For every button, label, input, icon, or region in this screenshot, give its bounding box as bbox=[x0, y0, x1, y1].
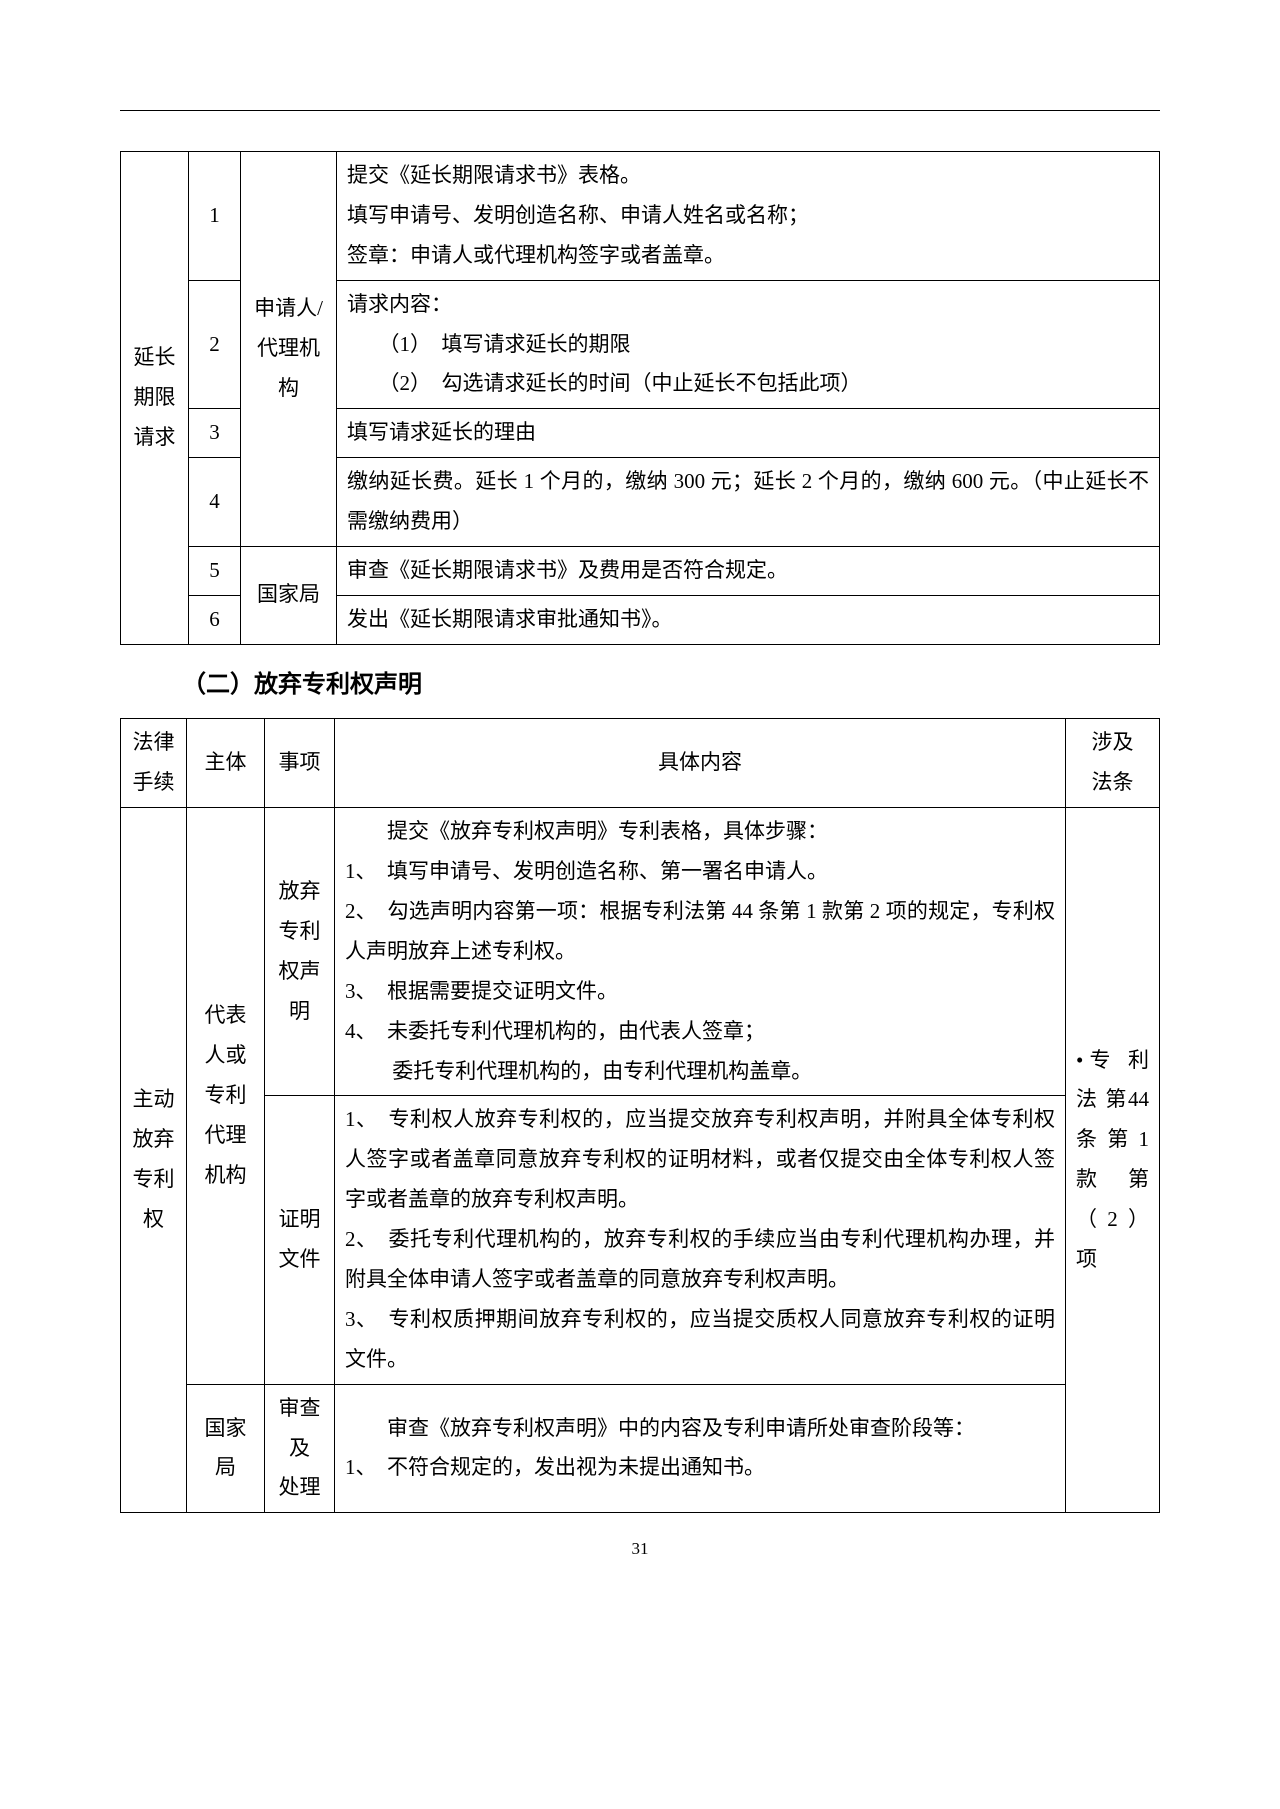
cell-no: 6 bbox=[189, 595, 241, 644]
cell-item: 放弃 专利 权声 明 bbox=[265, 808, 335, 1096]
cell-text: 审查《延长期限请求书》及费用是否符合规定。 bbox=[337, 547, 1160, 596]
table-abandon-patent: 法律 手续 主体 事项 具体内容 涉及 法条 主动 放弃 专利 权 代表 人或 … bbox=[120, 718, 1160, 1513]
cell-text: 1、 专利权人放弃专利权的，应当提交放弃专利权声明，并附具全体专利权人签字或者盖… bbox=[335, 1096, 1066, 1384]
cell-no: 4 bbox=[189, 458, 241, 547]
table-row: 证明 文件 1、 专利权人放弃专利权的，应当提交放弃专利权声明，并附具全体专利权… bbox=[121, 1096, 1160, 1384]
cell-actor-bureau: 国家局 bbox=[241, 547, 337, 645]
th: 涉及 法条 bbox=[1066, 719, 1160, 808]
cell-actor: 国家 局 bbox=[187, 1384, 265, 1513]
cell-item: 证明 文件 bbox=[265, 1096, 335, 1384]
th: 事项 bbox=[265, 719, 335, 808]
table-header-row: 法律 手续 主体 事项 具体内容 涉及 法条 bbox=[121, 719, 1160, 808]
cell-law: •专 利法 第44 条 第 1 款第（2）项 bbox=[1066, 808, 1160, 1513]
cell-no: 2 bbox=[189, 280, 241, 409]
cell-no: 3 bbox=[189, 409, 241, 458]
table-extension-request: 延长 期限 请求 1 申请人/ 代理机 构 提交《延长期限请求书》表格。 填写申… bbox=[120, 151, 1160, 645]
table-row: 国家 局 审查 及 处理 审查《放弃专利权声明》中的内容及专利申请所处审查阶段等… bbox=[121, 1384, 1160, 1513]
cell-actor-applicant: 申请人/ 代理机 构 bbox=[241, 152, 337, 547]
cell-no: 1 bbox=[189, 152, 241, 281]
table-row: 延长 期限 请求 1 申请人/ 代理机 构 提交《延长期限请求书》表格。 填写申… bbox=[121, 152, 1160, 281]
cell-text: 缴纳延长费。延长 1 个月的，缴纳 300 元；延长 2 个月的，缴纳 600 … bbox=[337, 458, 1160, 547]
cell-text: 填写请求延长的理由 bbox=[337, 409, 1160, 458]
cell-text: 提交《放弃专利权声明》专利表格，具体步骤： 1、 填写申请号、发明创造名称、第一… bbox=[335, 808, 1066, 1096]
page-number: 31 bbox=[120, 1533, 1160, 1565]
cell-text: 审查《放弃专利权声明》中的内容及专利申请所处审查阶段等： 1、 不符合规定的，发… bbox=[335, 1384, 1066, 1513]
cell-text: 提交《延长期限请求书》表格。 填写申请号、发明创造名称、申请人姓名或名称； 签章… bbox=[337, 152, 1160, 281]
th: 具体内容 bbox=[335, 719, 1066, 808]
cell-text: 请求内容： （1） 填写请求延长的期限 （2） 勾选请求延长的时间（中止延长不包… bbox=[337, 280, 1160, 409]
top-divider bbox=[120, 110, 1160, 111]
section-heading: （二）放弃专利权声明 bbox=[120, 645, 1160, 719]
cell-actor: 代表 人或 专利 代理 机构 bbox=[187, 808, 265, 1384]
cell-no: 5 bbox=[189, 547, 241, 596]
table-row: 5 国家局 审查《延长期限请求书》及费用是否符合规定。 bbox=[121, 547, 1160, 596]
cell-text: 发出《延长期限请求审批通知书》。 bbox=[337, 595, 1160, 644]
cell-procedure: 主动 放弃 专利 权 bbox=[121, 808, 187, 1513]
table-row: 主动 放弃 专利 权 代表 人或 专利 代理 机构 放弃 专利 权声 明 提交《… bbox=[121, 808, 1160, 1096]
th: 主体 bbox=[187, 719, 265, 808]
th: 法律 手续 bbox=[121, 719, 187, 808]
cell-item: 审查 及 处理 bbox=[265, 1384, 335, 1513]
cell-procedure: 延长 期限 请求 bbox=[121, 152, 189, 645]
